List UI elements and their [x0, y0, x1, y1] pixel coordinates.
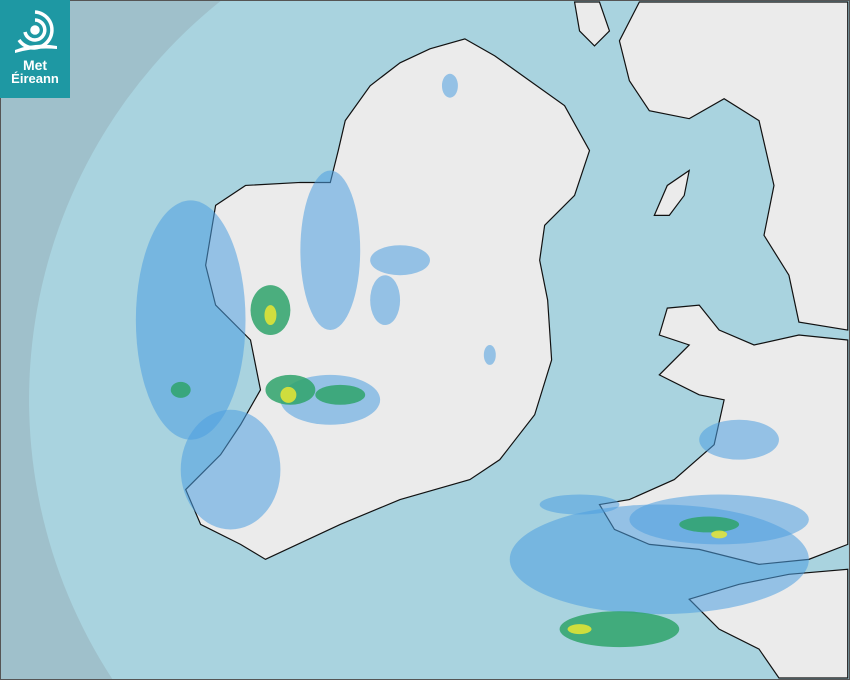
rain-echo-rain-heavy [567, 624, 592, 635]
rain-echo-rain-light [135, 200, 246, 440]
rain-echo-rain-moderate [679, 516, 740, 533]
rain-echo-rain-moderate [559, 611, 680, 648]
rain-echo-rain-light [370, 245, 430, 276]
met-eireann-logo: Met Éireann [0, 0, 70, 98]
rain-echo-rain-moderate [315, 384, 366, 405]
rain-echo-rain-light [300, 170, 361, 331]
rain-echo-rain-heavy [264, 305, 277, 326]
isle-of-man [653, 169, 691, 216]
rain-echo-rain-light [370, 275, 401, 326]
rain-echoes [135, 73, 809, 648]
rain-echo-rain-light [699, 419, 779, 460]
logo-text-eireann: Éireann [11, 71, 59, 86]
rain-echo-rain-light [180, 409, 281, 530]
rain-echo-rain-light [539, 494, 620, 515]
logo-text-met: Met [22, 57, 48, 73]
swirl-logo-icon [15, 10, 57, 53]
scotland [618, 1, 849, 331]
rain-echo-rain-light [483, 344, 496, 365]
kintyre [573, 1, 611, 47]
rain-echo-rain-moderate [170, 381, 191, 398]
rain-echo-rain-heavy [280, 386, 297, 403]
rain-echo-rain-heavy [711, 530, 728, 539]
rain-echo-rain-light [441, 73, 458, 98]
